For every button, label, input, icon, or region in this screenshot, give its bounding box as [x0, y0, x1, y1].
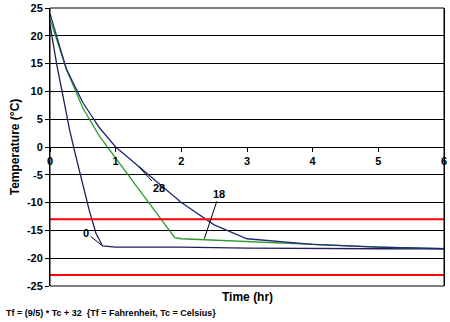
svg-text:6: 6: [441, 155, 447, 167]
svg-text:5: 5: [37, 113, 43, 125]
svg-text:4: 4: [310, 155, 317, 167]
svg-text:0: 0: [83, 227, 89, 239]
svg-text:-10: -10: [27, 196, 43, 208]
svg-text:1: 1: [113, 155, 119, 167]
svg-text:Temperature (°C): Temperature (°C): [8, 99, 22, 196]
svg-text:0: 0: [37, 141, 43, 153]
svg-text:18: 18: [213, 188, 225, 200]
svg-text:0: 0: [47, 155, 53, 167]
svg-text:-25: -25: [27, 280, 43, 292]
svg-text:25: 25: [31, 2, 43, 14]
svg-text:20: 20: [31, 30, 43, 42]
svg-text:10: 10: [31, 85, 43, 97]
svg-text:Tf = (9/5) * Tc + 32 {Tf = Fa: Tf = (9/5) * Tc + 32 {Tf = Fahrenheit, T…: [6, 308, 216, 318]
svg-text:5: 5: [375, 155, 381, 167]
svg-text:3: 3: [244, 155, 250, 167]
svg-text:Time (hr): Time (hr): [222, 290, 273, 304]
svg-text:-5: -5: [33, 169, 43, 181]
svg-text:15: 15: [31, 57, 43, 69]
svg-text:2: 2: [178, 155, 184, 167]
svg-text:-15: -15: [27, 224, 43, 236]
svg-text:28: 28: [153, 182, 165, 194]
svg-text:-20: -20: [27, 252, 43, 264]
